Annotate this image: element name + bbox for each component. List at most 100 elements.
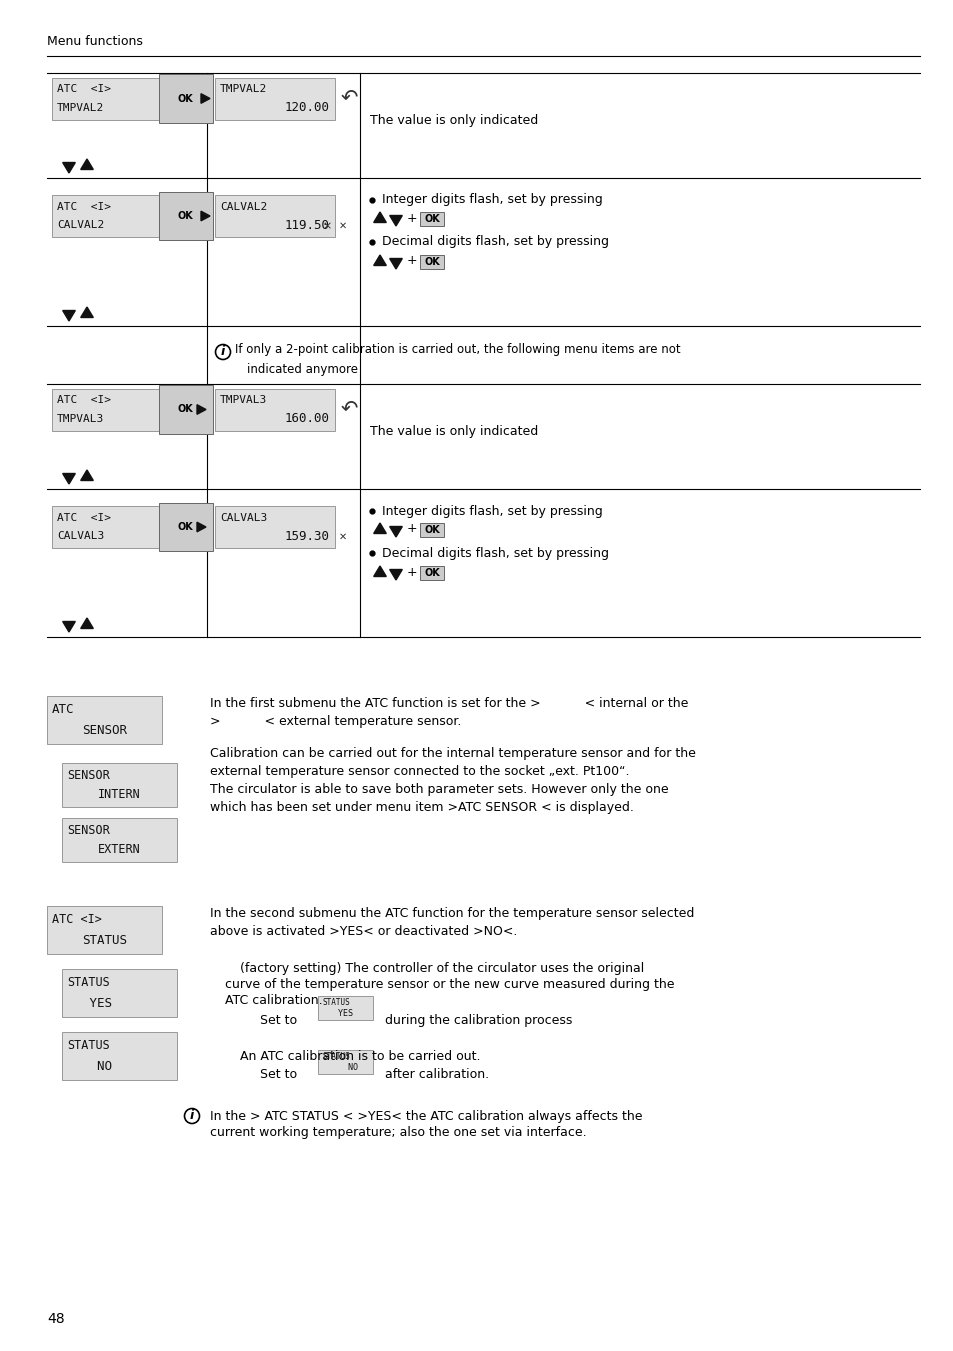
- Text: OK: OK: [178, 211, 193, 222]
- Text: In the > ATC STATUS < >YES< the ATC calibration always affects the: In the > ATC STATUS < >YES< the ATC cali…: [210, 1111, 641, 1123]
- Text: 48: 48: [47, 1312, 65, 1325]
- Polygon shape: [389, 216, 402, 226]
- Text: OK: OK: [424, 213, 439, 224]
- Text: TMPVAL3: TMPVAL3: [220, 396, 267, 405]
- Text: Menu functions: Menu functions: [47, 35, 143, 49]
- Text: curve of the temperature sensor or the new curve measured during the: curve of the temperature sensor or the n…: [225, 978, 674, 992]
- Text: STATUS: STATUS: [82, 934, 127, 947]
- Text: NO: NO: [67, 1061, 112, 1073]
- Polygon shape: [63, 621, 75, 632]
- FancyBboxPatch shape: [419, 255, 443, 269]
- Polygon shape: [374, 212, 386, 223]
- Text: Set to: Set to: [260, 1069, 296, 1081]
- Text: OK: OK: [424, 257, 439, 267]
- Text: SENSOR: SENSOR: [67, 769, 110, 782]
- Text: STATUS: STATUS: [323, 1052, 351, 1062]
- Text: Calibration can be carried out for the internal temperature sensor and for the
e: Calibration can be carried out for the i…: [210, 747, 695, 815]
- Text: ATC  <I>: ATC <I>: [57, 513, 111, 523]
- Text: In the second submenu the ATC function for the temperature sensor selected
above: In the second submenu the ATC function f…: [210, 907, 694, 938]
- Polygon shape: [81, 159, 93, 169]
- FancyBboxPatch shape: [62, 817, 177, 862]
- Polygon shape: [81, 470, 93, 481]
- Text: 119.50: 119.50: [285, 219, 330, 232]
- Polygon shape: [374, 255, 386, 266]
- Text: ATC calibration.: ATC calibration.: [225, 994, 322, 1006]
- FancyBboxPatch shape: [47, 696, 162, 744]
- Polygon shape: [389, 570, 402, 580]
- Polygon shape: [63, 311, 75, 322]
- Text: +: +: [407, 566, 417, 578]
- Text: +: +: [407, 523, 417, 535]
- FancyBboxPatch shape: [62, 763, 177, 807]
- Text: STATUS: STATUS: [67, 1039, 110, 1052]
- Text: OK: OK: [178, 93, 193, 104]
- Text: Integer digits flash, set by pressing: Integer digits flash, set by pressing: [381, 504, 602, 517]
- Text: 159.30: 159.30: [285, 530, 330, 543]
- Text: OK: OK: [178, 404, 193, 415]
- Text: ATC  <I>: ATC <I>: [57, 84, 111, 95]
- Text: YES: YES: [67, 997, 112, 1011]
- Text: ATC <I>: ATC <I>: [52, 913, 102, 925]
- Text: +: +: [407, 254, 417, 267]
- Text: ✕: ✕: [338, 222, 347, 231]
- Text: indicated anymore: indicated anymore: [247, 363, 357, 376]
- FancyBboxPatch shape: [52, 77, 172, 119]
- Text: YES: YES: [323, 1009, 353, 1017]
- Text: TMPVAL3: TMPVAL3: [57, 413, 104, 424]
- Text: ATC  <I>: ATC <I>: [57, 201, 111, 212]
- FancyBboxPatch shape: [47, 907, 162, 954]
- Text: OK: OK: [424, 567, 439, 578]
- FancyBboxPatch shape: [317, 996, 373, 1020]
- FancyBboxPatch shape: [62, 969, 177, 1017]
- Polygon shape: [196, 523, 206, 532]
- Text: TMPVAL2: TMPVAL2: [220, 84, 267, 95]
- Text: The value is only indicated: The value is only indicated: [370, 426, 537, 438]
- Text: ↶: ↶: [340, 399, 358, 419]
- FancyBboxPatch shape: [317, 1050, 373, 1074]
- Text: CALVAL3: CALVAL3: [57, 531, 104, 542]
- Polygon shape: [81, 617, 93, 628]
- Polygon shape: [81, 307, 93, 317]
- Text: ↶: ↶: [340, 88, 358, 108]
- Text: i: i: [190, 1109, 193, 1121]
- Polygon shape: [201, 211, 210, 220]
- Text: NO: NO: [323, 1063, 357, 1071]
- Text: Set to: Set to: [260, 1015, 296, 1027]
- Text: Integer digits flash, set by pressing: Integer digits flash, set by pressing: [381, 193, 602, 207]
- FancyBboxPatch shape: [214, 389, 335, 431]
- Text: +: +: [407, 212, 417, 224]
- FancyBboxPatch shape: [52, 507, 172, 549]
- Text: OK: OK: [178, 521, 193, 532]
- Text: 160.00: 160.00: [285, 412, 330, 426]
- Polygon shape: [374, 566, 386, 577]
- Text: An ATC calibration is to be carried out.: An ATC calibration is to be carried out.: [240, 1050, 480, 1063]
- Text: OK: OK: [424, 526, 439, 535]
- Text: Decimal digits flash, set by pressing: Decimal digits flash, set by pressing: [381, 235, 608, 249]
- Text: 120.00: 120.00: [285, 101, 330, 115]
- Text: during the calibration process: during the calibration process: [385, 1015, 572, 1027]
- Text: Decimal digits flash, set by pressing: Decimal digits flash, set by pressing: [381, 547, 608, 559]
- Polygon shape: [196, 405, 206, 415]
- FancyBboxPatch shape: [62, 1032, 177, 1079]
- Polygon shape: [201, 93, 210, 103]
- Text: ✕: ✕: [338, 532, 347, 542]
- Text: If only a 2-point calibration is carried out, the following menu items are not: If only a 2-point calibration is carried…: [234, 343, 679, 357]
- Polygon shape: [389, 258, 402, 269]
- Polygon shape: [63, 473, 75, 484]
- Polygon shape: [389, 527, 402, 536]
- Text: (factory setting) The controller of the circulator uses the original: (factory setting) The controller of the …: [240, 962, 643, 975]
- Text: ATC: ATC: [52, 703, 74, 716]
- Text: CALVAL2: CALVAL2: [220, 201, 267, 212]
- Text: current working temperature; also the one set via interface.: current working temperature; also the on…: [210, 1125, 586, 1139]
- FancyBboxPatch shape: [52, 389, 172, 431]
- Text: In the first submenu the ATC function is set for the >           < internal or t: In the first submenu the ATC function is…: [210, 697, 688, 728]
- FancyBboxPatch shape: [419, 212, 443, 226]
- Text: STATUS: STATUS: [323, 998, 351, 1008]
- FancyBboxPatch shape: [214, 507, 335, 549]
- Text: SENSOR: SENSOR: [82, 724, 127, 738]
- Polygon shape: [63, 162, 75, 173]
- Text: ⨯: ⨯: [322, 222, 332, 231]
- Text: TMPVAL2: TMPVAL2: [57, 103, 104, 112]
- FancyBboxPatch shape: [52, 195, 172, 236]
- FancyBboxPatch shape: [419, 523, 443, 536]
